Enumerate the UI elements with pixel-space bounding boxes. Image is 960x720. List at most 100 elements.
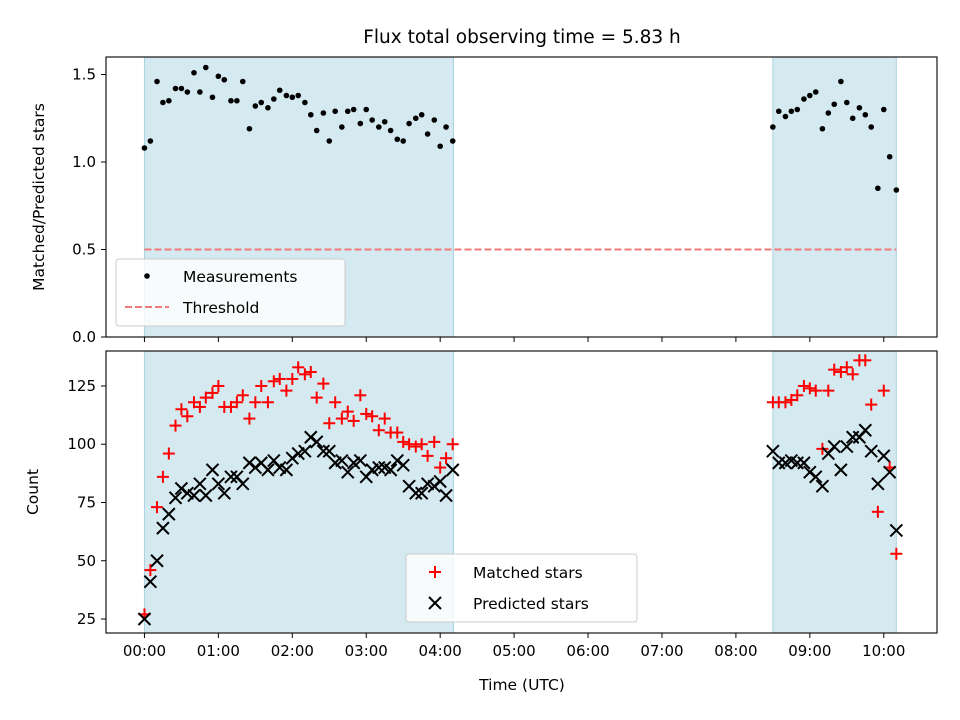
measurement-point — [350, 106, 357, 113]
count-panel-observing-windows — [143, 350, 897, 634]
count-panel-y-axis-label: Count — [24, 469, 42, 515]
ratio-panel-legend-box — [115, 258, 346, 327]
x-tick-label: 09:00 — [788, 642, 831, 660]
predicted-star-point — [341, 465, 355, 479]
matched-star-point — [890, 547, 903, 560]
predicted-star-point — [809, 470, 823, 484]
predicted-star-point — [279, 463, 294, 477]
measurement-point — [875, 185, 881, 192]
matched-star-point — [797, 379, 810, 392]
predicted-star-point — [217, 486, 231, 500]
predicted-star-point — [877, 449, 891, 463]
measurement-point — [313, 127, 320, 134]
matched-star-point — [440, 452, 453, 465]
x-tick-label: 03:00 — [345, 642, 388, 660]
predicted-star-point — [150, 554, 164, 568]
matched-star-point — [803, 382, 816, 395]
predicted-star-point — [224, 470, 238, 484]
predicted-star-point — [827, 439, 841, 454]
chart-title: Flux total observing time = 5.83 h — [363, 27, 681, 48]
measurement-point — [431, 117, 438, 123]
predicted-star-point — [797, 456, 811, 470]
measurement-point — [239, 78, 246, 85]
matched-star-point — [421, 449, 434, 462]
measurement-point — [166, 97, 172, 104]
matched-star-point — [236, 389, 249, 402]
measurement-point — [812, 89, 819, 95]
measurement-point — [197, 89, 203, 95]
measurement-point — [307, 111, 314, 118]
matched-star-point — [317, 377, 330, 390]
predicted-star-point — [889, 523, 904, 538]
matched-star-point — [243, 412, 256, 425]
measurement-point — [387, 127, 394, 134]
y-tick-label: 1.0 — [72, 153, 96, 171]
matched-star-point — [779, 396, 792, 409]
measurement-point — [794, 106, 801, 113]
predicted-star-point — [815, 479, 830, 493]
matched-star-point — [791, 389, 804, 402]
legend-measurements-label: Measurements — [183, 268, 298, 286]
x-tick-label: 04:00 — [419, 642, 462, 660]
matched-star-point — [859, 354, 872, 367]
matched-star-point — [828, 363, 841, 376]
matched-star-point — [871, 505, 884, 518]
x-tick-label: 07:00 — [640, 642, 683, 660]
matched-star-point — [193, 400, 206, 413]
y-tick-label: 100 — [67, 435, 96, 453]
legend-predicted-label: Predicted stars — [473, 595, 589, 613]
matched-star-point — [391, 426, 404, 439]
ratio-panel-x-ticks — [143, 337, 885, 342]
measurement-point — [801, 96, 807, 102]
measurement-point — [886, 153, 893, 160]
measurement-point — [234, 97, 240, 104]
measurement-point — [265, 104, 271, 111]
measurement-point — [782, 113, 789, 120]
predicted-star-point — [261, 463, 275, 477]
legend-threshold-label: Threshold — [182, 299, 259, 317]
measurement-point — [394, 136, 401, 143]
matched-star-point — [261, 396, 274, 409]
measurement-point — [400, 138, 407, 144]
measurement-point — [228, 97, 234, 104]
y-tick-label: 50 — [77, 552, 96, 570]
matched-star-point — [292, 361, 305, 374]
matched-star-point — [397, 435, 410, 448]
predicted-star-point — [353, 453, 368, 468]
matched-star-point — [347, 414, 360, 427]
measurement-point — [332, 108, 338, 115]
matched-star-point — [446, 438, 459, 451]
predicted-star-point — [446, 463, 460, 477]
measurement-point — [271, 96, 277, 102]
matched-star-point — [156, 470, 169, 483]
measurement-point — [357, 120, 364, 127]
measurement-point — [381, 118, 388, 125]
count-panel-frame — [105, 350, 938, 634]
y-tick-label: 125 — [67, 377, 96, 395]
predicted-star-point — [335, 453, 349, 468]
measurement-point — [831, 101, 838, 108]
measurement-point — [880, 106, 887, 113]
matched-star-point — [323, 417, 336, 430]
measurement-point — [369, 117, 375, 123]
measurement-point — [449, 138, 456, 144]
matched-star-point — [415, 438, 428, 451]
measurement-point — [856, 104, 863, 111]
matched-star-point — [366, 410, 379, 423]
matched-star-point — [809, 384, 822, 397]
matched-star-point — [434, 461, 447, 474]
matched-star-point — [230, 396, 243, 409]
matched-star-point — [162, 447, 175, 460]
count-panel-y-ticks: 25 50 75 100 125 — [67, 377, 106, 628]
measurement-point — [258, 99, 265, 106]
matched-star-point — [255, 379, 268, 392]
measurement-points — [141, 64, 900, 193]
measurement-point — [320, 110, 327, 116]
measurement-point — [295, 92, 302, 99]
measurement-point — [838, 78, 844, 85]
matched-star-point — [403, 438, 416, 451]
predicted-star-point — [143, 575, 158, 589]
matched-star-point — [199, 391, 212, 404]
matched-star-point — [877, 384, 890, 397]
x-tick-label: 10:00 — [862, 642, 905, 660]
